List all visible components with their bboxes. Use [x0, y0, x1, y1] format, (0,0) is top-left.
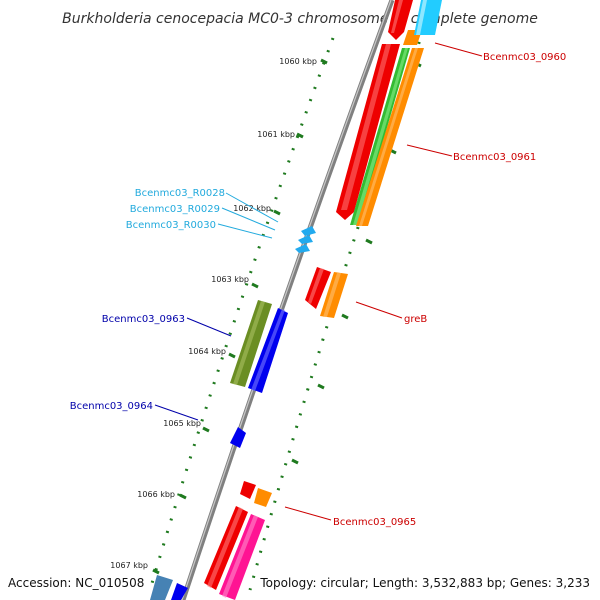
gene-0967-blue: [171, 583, 188, 600]
tick-1064: [228, 352, 236, 359]
tick-1060: [320, 58, 328, 65]
tick-label-1063: 1063 kbp: [211, 275, 249, 284]
chromosome-backbone: [180, 0, 395, 600]
features-outer: [204, 0, 442, 600]
tick-label-1066: 1066 kbp: [137, 490, 175, 499]
gene-0967-steel: [150, 575, 173, 600]
chromosome-backbone-highlight: [181, 0, 392, 600]
tick-1063: [251, 282, 259, 289]
tick-label-1061: 1061 kbp: [257, 130, 295, 139]
leader-greb: [355, 301, 403, 319]
label-bcenmc03-r0029: Bcenmc03_R0029: [130, 204, 220, 215]
tick-label-1060: 1060 kbp: [279, 57, 317, 66]
leader-r0028: [225, 192, 279, 223]
leader-0964: [154, 404, 199, 421]
leader-0960: [434, 42, 483, 57]
scale-tick-labels: 1060 kbp 1061 kbp 1062 kbp 1063 kbp 1064…: [110, 57, 317, 570]
label-bcenmc03-r0030: Bcenmc03_R0030: [126, 220, 216, 231]
label-bcenmc03-0961: Bcenmc03_0961: [453, 152, 536, 163]
gene-0965-orange: [254, 488, 272, 507]
leader-0965: [284, 506, 332, 521]
tick-label-1067: 1067 kbp: [110, 561, 148, 570]
leader-r0030: [217, 223, 273, 239]
tick-1061: [296, 132, 304, 139]
accession-text: Accession: NC_010508: [8, 576, 144, 590]
tick-label-1064: 1064 kbp: [188, 347, 226, 356]
tick-1062: [273, 209, 281, 216]
gene-0964-blue: [230, 427, 246, 448]
rna-r0029: [298, 235, 313, 244]
label-bcenmc03-0963: Bcenmc03_0963: [102, 314, 185, 325]
map-title: Burkholderia cenocepacia MC0-3 chromosom…: [62, 11, 538, 27]
features-inner: [150, 226, 316, 600]
tick-label-1062: 1062 kbp: [233, 204, 271, 213]
tick-label-1065: 1065 kbp: [163, 419, 201, 428]
rna-r0028: [301, 226, 316, 236]
label-bcenmc03-0965: Bcenmc03_0965: [333, 517, 416, 528]
leader-r0029: [221, 207, 276, 231]
label-bcenmc03-r0028: Bcenmc03_R0028: [135, 188, 225, 199]
gene-labels: Bcenmc03_0960 Bcenmc03_0961 Bcenmc03_R00…: [70, 52, 567, 528]
tick-1066: [179, 493, 187, 500]
tick-1067: [152, 568, 160, 575]
rna-r0030: [295, 244, 310, 253]
label-leaders: [154, 42, 483, 521]
tick-1065: [202, 426, 210, 433]
leader-0961: [406, 144, 453, 157]
topology-summary: Topology: circular; Length: 3,532,883 bp…: [259, 576, 590, 590]
gene-0965-red: [240, 481, 256, 499]
label-bcenmc03-0960: Bcenmc03_0960: [483, 52, 566, 63]
leader-0963: [186, 317, 232, 337]
label-bcenmc03-0964: Bcenmc03_0964: [70, 401, 153, 412]
label-greb: greB: [404, 314, 427, 325]
